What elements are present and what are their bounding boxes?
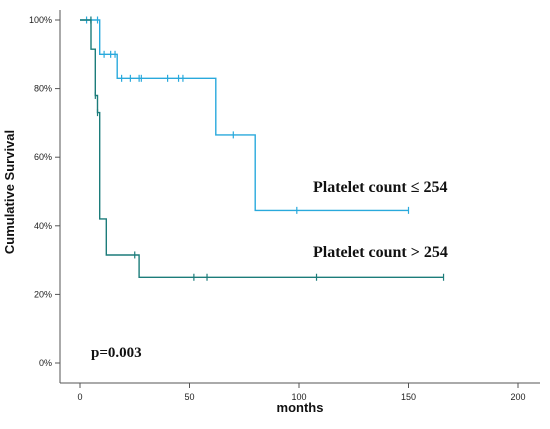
x-tick-label: 150 xyxy=(401,392,416,402)
x-tick-label: 0 xyxy=(77,392,82,402)
survival-curve xyxy=(80,19,444,278)
y-tick-label: 40% xyxy=(34,221,52,231)
y-tick-label: 60% xyxy=(34,152,52,162)
series-layer xyxy=(80,16,445,281)
x-ticks: 0 50 100 150 200 xyxy=(77,383,526,402)
y-ticks: 0% 20% 40% 60% 80% 100% xyxy=(29,15,60,368)
y-tick-label: 0% xyxy=(39,358,52,368)
x-tick-label: 200 xyxy=(510,392,525,402)
x-tick-label: 100 xyxy=(291,392,306,402)
y-tick-label: 20% xyxy=(34,289,52,299)
y-tick-label: 100% xyxy=(29,15,52,25)
series-label-platelet-low: Platelet count ≤ 254 xyxy=(313,179,448,196)
p-value-annotation: p=0.003 xyxy=(91,345,142,361)
x-tick-label: 50 xyxy=(184,392,194,402)
series-label-platelet-high: Platelet count > 254 xyxy=(313,244,448,261)
x-axis-title: months xyxy=(277,400,324,415)
y-tick-label: 80% xyxy=(34,84,52,94)
y-axis-title: Cumulative Survival xyxy=(2,130,17,254)
survival-curve xyxy=(80,19,409,212)
series-2 xyxy=(80,16,445,281)
